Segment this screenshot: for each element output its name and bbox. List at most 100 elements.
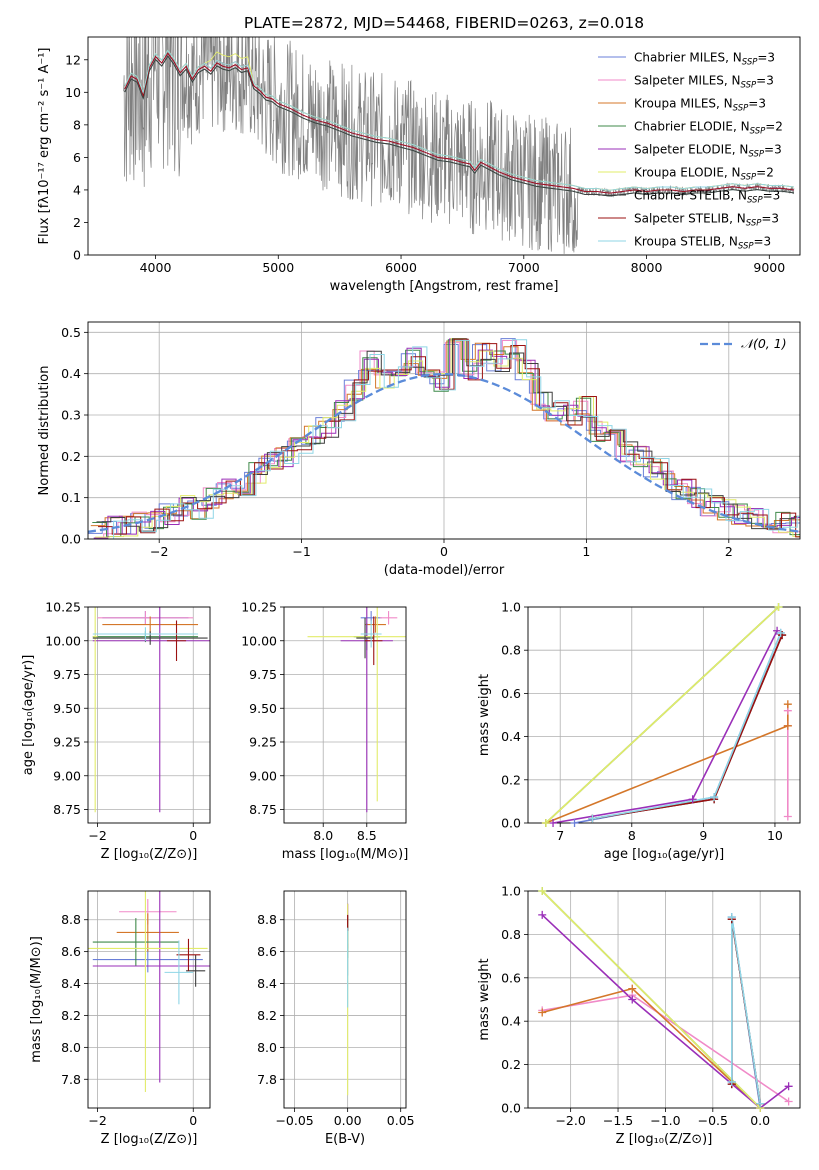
x-axis-label: (data-model)/error [384, 563, 505, 578]
panel-mass-vs-Z: −2 0 7.8 8.0 8.2 8.4 8.6 8.8 Z [log₁₀(Z/Z⊙)] mass… [29, 890, 211, 1147]
y-tick-label: 8.6 [61, 944, 81, 959]
weight-line [541, 891, 761, 1108]
y-tick-label: 9.75 [53, 667, 81, 682]
y-tick-label: 0.1 [61, 490, 81, 505]
weight-marker [727, 1077, 736, 1086]
residual-histogram [113, 339, 800, 539]
y-tick-label: 8.6 [257, 944, 277, 959]
weight-marker [783, 812, 792, 821]
y-tick-label: 10 [65, 85, 81, 100]
y-tick-label: 4 [73, 182, 81, 197]
residual-histogram [93, 338, 800, 539]
weight-marker [549, 819, 558, 827]
weight-marker [538, 887, 547, 895]
y-tick-label: 0.0 [501, 816, 521, 831]
y-tick-label: 9.50 [53, 701, 81, 716]
weight-marker [541, 819, 550, 827]
plot-area-age-vs-mass [307, 607, 406, 813]
y-tick-label: 0.3 [61, 408, 81, 423]
y-tick-label: 1.0 [501, 884, 521, 899]
x-axis-label: Z [log₁₀(Z/Z⊙)] [101, 1132, 198, 1147]
y-tick-label: 8.4 [257, 976, 277, 991]
y-tick-label: 0.8 [501, 927, 521, 942]
x-tick-label: 6000 [385, 260, 417, 275]
x-tick-label: 9 [699, 828, 707, 843]
y-tick-label: 9.25 [249, 735, 277, 750]
x-tick-label: 7000 [508, 260, 540, 275]
axes-frame [527, 606, 801, 824]
y-tick-label: 8.4 [61, 976, 81, 991]
x-tick-label: 0 [440, 544, 448, 559]
weight-marker [774, 603, 783, 611]
y-tick-label: 0.2 [501, 772, 521, 787]
y-tick-label: 9.75 [249, 667, 277, 682]
y-tick-label: 9.00 [249, 768, 277, 783]
y-tick-label: 7.8 [61, 1072, 81, 1087]
x-tick-label: −2 [150, 544, 168, 559]
y-tick-label: 0.8 [501, 643, 521, 658]
axes-frame [283, 890, 407, 1109]
normal-curve [88, 372, 800, 533]
y-tick-label: 10.25 [241, 600, 277, 615]
x-tick-label: 8.0 [313, 828, 333, 843]
y-axis-label: mass [log₁₀(M/M⊙)] [29, 936, 44, 1063]
plot-area-spectrum [123, 37, 795, 254]
legend-label: Salpeter MILES, NSSP=3 [634, 74, 774, 91]
x-tick-label: 5000 [262, 260, 294, 275]
y-tick-label: 0.4 [501, 1014, 521, 1029]
y-tick-label: 8.8 [257, 912, 277, 927]
y-tick-label: 8.2 [257, 1008, 277, 1023]
x-tick-label: −1.5 [603, 1113, 633, 1128]
x-tick-label: 8000 [631, 260, 663, 275]
x-tick-label: 9000 [753, 260, 785, 275]
y-tick-label: 0.0 [61, 532, 81, 547]
x-tick-label: 8 [628, 828, 636, 843]
y-tick-label: 0.4 [501, 729, 521, 744]
weight-line [545, 607, 780, 823]
x-tick-label: −2.0 [555, 1113, 585, 1128]
legend-label: Salpeter STELIB, NSSP=3 [634, 212, 779, 229]
y-tick-label: 0.6 [501, 970, 521, 985]
weight-marker [628, 984, 637, 993]
y-tick-label: 1.0 [501, 600, 521, 615]
x-tick-label: 0 [189, 828, 197, 843]
x-axis-label: Z [log₁₀(Z/Z⊙)] [616, 1132, 713, 1147]
axes-frame [527, 890, 801, 1109]
legend-label: Chabrier ELODIE, NSSP=2 [634, 120, 783, 137]
weight-marker [628, 995, 637, 1004]
legend-label: Chabrier MILES, NSSP=3 [634, 51, 775, 68]
y-tick-label: 12 [65, 52, 81, 67]
x-tick-label: −1 [292, 544, 310, 559]
weight-marker [538, 1008, 547, 1017]
legend-label: Chabrier STELIB, NSSP=3 [634, 189, 780, 206]
legend-label-normal: 𝒩(0, 1) [741, 336, 787, 351]
residual-histogram [98, 338, 800, 538]
plot-area-mass-vs-Z [88, 891, 210, 1093]
x-tick-label: 0.05 [387, 1113, 415, 1128]
weight-marker [783, 700, 792, 709]
x-tick-label: 4000 [140, 260, 172, 275]
y-tick-label: 0.5 [61, 325, 81, 340]
y-tick-label: 0.0 [501, 1101, 521, 1116]
y-axis-label: age [log₁₀(age/yr)] [21, 655, 36, 776]
legend-label: Kroupa ELODIE, NSSP=2 [634, 166, 774, 183]
plot-area-age-vs-Z [92, 607, 210, 813]
weight-marker [588, 814, 597, 823]
x-tick-label: −0.5 [698, 1113, 728, 1128]
axes-frame [87, 36, 801, 256]
panel-age-vs-mass: 8.0 8.5 8.75 9.00 9.25 9.50 9.75 10.00 10.25 mass… [241, 600, 408, 863]
weight-marker [688, 795, 697, 804]
y-tick-label: 8.75 [53, 802, 81, 817]
x-tick-label: 0.0 [750, 1113, 770, 1128]
y-tick-label: 8.2 [61, 1008, 81, 1023]
y-tick-label: 7.8 [257, 1072, 277, 1087]
x-tick-label: −2 [88, 1113, 106, 1128]
y-axis-label: mass weight [477, 958, 492, 1040]
axes-frame [87, 321, 801, 540]
y-tick-label: 8.0 [61, 1040, 81, 1055]
legend-label: Salpeter ELODIE, NSSP=3 [634, 143, 782, 160]
weight-marker [538, 910, 547, 919]
y-axis-label: Flux [fλ10⁻¹⁷ erg cm⁻² s⁻¹ A⁻¹] [37, 48, 52, 245]
legend-label: Kroupa MILES, NSSP=3 [634, 97, 766, 114]
x-tick-label: −2 [88, 828, 106, 843]
